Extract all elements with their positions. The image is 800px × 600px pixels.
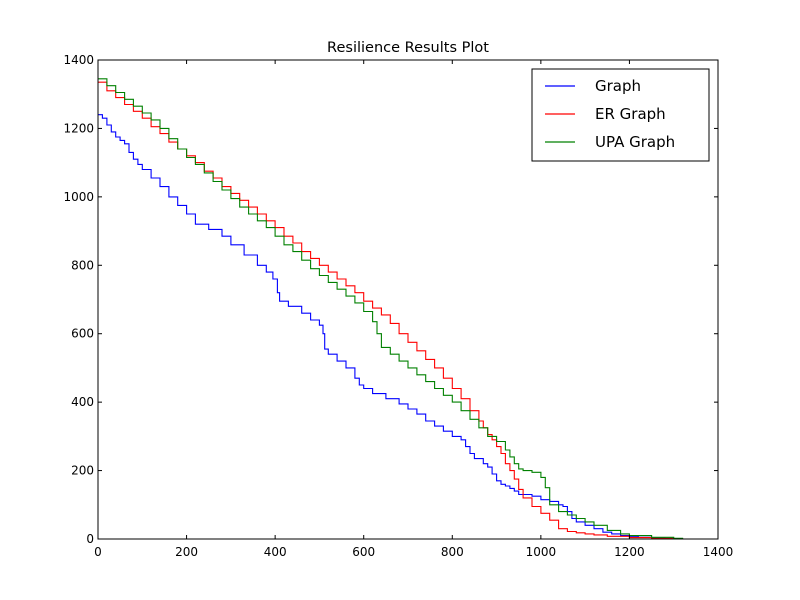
y-tick-label: 400 <box>71 395 94 409</box>
legend-label-2: UPA Graph <box>595 133 675 151</box>
x-tick-label: 600 <box>352 545 375 559</box>
series-line-0 <box>98 114 679 540</box>
legend-label-1: ER Graph <box>595 105 666 123</box>
legend-box <box>531 68 710 162</box>
x-tick-label: 1400 <box>703 545 734 559</box>
plot-frame <box>97 59 719 540</box>
y-tick-label: 1400 <box>63 53 94 67</box>
series-line-2 <box>98 78 684 539</box>
axis-ticks: 0 200 400 600 800 1000 1200 1400 0 200 400 600 800 10… <box>63 53 733 559</box>
series-layer <box>98 78 684 540</box>
x-tick-label: 1200 <box>614 545 645 559</box>
chart-title: Resilience Results Plot <box>327 40 489 56</box>
y-tick-label: 1000 <box>63 190 94 204</box>
x-tick-label: 200 <box>175 545 198 559</box>
x-tick-label: 400 <box>264 545 287 559</box>
x-tick-label: 800 <box>441 545 464 559</box>
legend: Graph ER Graph UPA Graph <box>531 68 710 162</box>
y-tick-label: 600 <box>71 327 94 341</box>
y-tick-label: 1200 <box>63 121 94 135</box>
x-tick-label: 0 <box>94 545 102 559</box>
x-tick-label: 1000 <box>526 545 557 559</box>
legend-label-0: Graph <box>595 77 641 95</box>
y-tick-label: 200 <box>71 464 94 478</box>
y-tick-label: 800 <box>71 258 94 272</box>
y-tick-label: 0 <box>86 532 94 546</box>
